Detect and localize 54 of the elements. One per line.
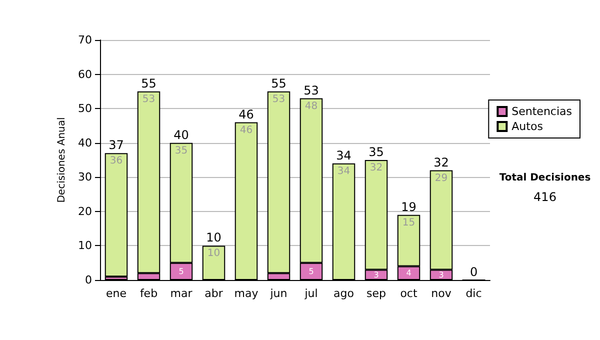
total-label: 40 — [174, 128, 189, 142]
x-tick-label: abr — [204, 287, 224, 300]
x-tick-label: oct — [400, 287, 418, 300]
total-label: 0 — [470, 265, 478, 279]
data-label: 5 — [178, 266, 184, 276]
x-tick-label: ago — [334, 287, 354, 300]
data-label: 29 — [434, 172, 448, 184]
y-tick-label: 10 — [78, 239, 92, 252]
total-label: 35 — [368, 145, 384, 159]
x-tick-label: mar — [170, 287, 193, 300]
x-tick-label: feb — [140, 287, 158, 300]
data-label: 32 — [370, 162, 383, 174]
total-label: 37 — [108, 138, 124, 152]
total-label: 55 — [271, 76, 286, 90]
text: 416 — [534, 190, 556, 204]
bar — [104, 153, 128, 277]
data-label: 48 — [304, 100, 318, 112]
data-label: 53 — [272, 94, 286, 105]
legend-label: Autos — [512, 120, 544, 133]
legend-label: Sentencias — [512, 105, 572, 118]
x-tick-label: sep — [366, 287, 386, 300]
total-label: 55 — [141, 76, 156, 90]
x-tick-label: ene — [106, 287, 127, 300]
data-label: 46 — [240, 124, 253, 136]
data-label: 10 — [207, 248, 220, 260]
y-tick-label: 60 — [78, 68, 92, 81]
y-tick-label: 20 — [78, 204, 92, 218]
y-axis-title: Decisiones Anual — [56, 117, 68, 203]
data-label: 3 — [438, 270, 444, 280]
total-label: 19 — [401, 200, 416, 214]
data-label: 5 — [308, 266, 314, 276]
y-tick-label: 0 — [85, 274, 92, 286]
data-label: 35 — [174, 145, 188, 156]
total-label: 34 — [336, 148, 352, 162]
x-tick-label: may — [234, 287, 259, 300]
total-label: 10 — [206, 230, 222, 245]
total-label: 46 — [238, 107, 254, 122]
text: Total Decisiones — [499, 172, 591, 184]
data-label: 53 — [142, 94, 156, 105]
data-label: 4 — [406, 268, 412, 278]
y-tick-label: 30 — [78, 170, 92, 184]
y-tick-label: 70 — [78, 34, 92, 46]
data-label: 15 — [402, 217, 416, 228]
x-tick-label: nov — [431, 287, 452, 300]
y-tick-label: 40 — [78, 136, 92, 150]
y-tick-label: 50 — [78, 102, 92, 116]
data-label: 34 — [337, 166, 350, 177]
x-tick-label: jul — [304, 287, 318, 300]
total-label: 53 — [304, 83, 319, 98]
x-tick-label: dic — [466, 287, 482, 300]
data-label: 36 — [110, 156, 123, 167]
data-label: 3 — [374, 270, 379, 280]
total-label: 32 — [434, 155, 449, 170]
x-tick-label: jun — [269, 287, 288, 300]
